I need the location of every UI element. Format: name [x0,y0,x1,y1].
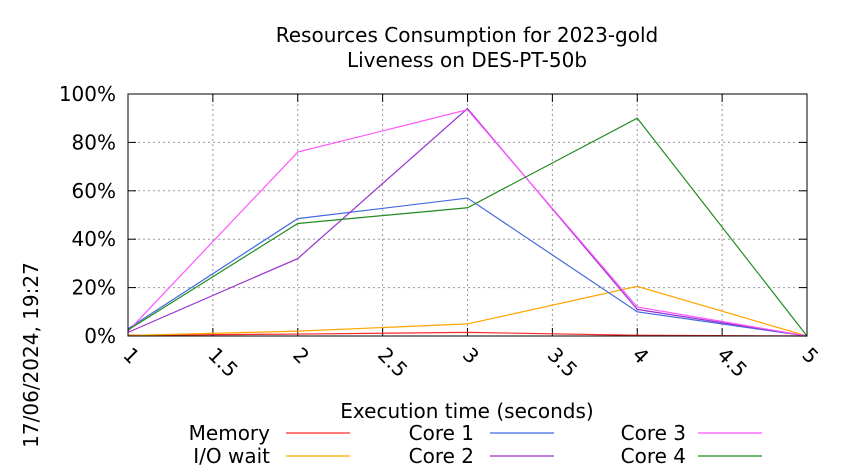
series-line-core-1 [127,197,808,337]
y-tick-label: 80% [72,130,116,154]
legend-label: Core 3 [621,421,686,445]
x-tick-label: 2.5 [373,343,412,382]
legend-label: Core 2 [409,444,474,468]
legend-label: Core 4 [621,444,686,468]
x-tick-label: 5 [797,343,823,369]
x-axis-label: Execution time (seconds) [340,399,593,423]
series-line-core-3 [127,109,808,337]
series-lines [127,107,808,337]
legend-label: Memory [189,421,271,445]
y-tick-label: 20% [72,276,116,300]
chart-title: Resources Consumption for 2023-gold [276,23,658,47]
y-tick-label: 100% [59,82,116,106]
legend-label: I/O wait [193,444,270,468]
x-axis: 1 1.5 2 2.5 3 3.5 4 4.5 5 [118,94,823,382]
x-tick-label: 4.5 [713,343,752,382]
y-tick-label: 40% [72,227,116,251]
chart-subtitle: Liveness on DES-PT-50b [347,48,587,72]
y-tick-label: 0% [84,324,116,348]
x-tick-label: 1 [118,343,144,369]
x-tick-label: 4 [628,343,654,369]
x-tick-label: 1.5 [203,343,242,382]
series-line-core-2 [127,107,808,337]
plot-frame [127,93,808,337]
y-axis: 0% 20% 40% 60% 80% 100% [59,82,807,348]
legend-label: Core 1 [409,421,474,445]
x-tick-label: 3 [458,343,484,369]
grid-lines [127,93,808,337]
y-tick-label: 60% [72,179,116,203]
series-line-core-4 [127,117,808,337]
timestamp: 17/06/2024, 19:27 [19,262,43,448]
x-tick-label: 3.5 [543,343,582,382]
x-tick-label: 2 [288,343,314,369]
series-line-i-o-wait [127,285,808,337]
